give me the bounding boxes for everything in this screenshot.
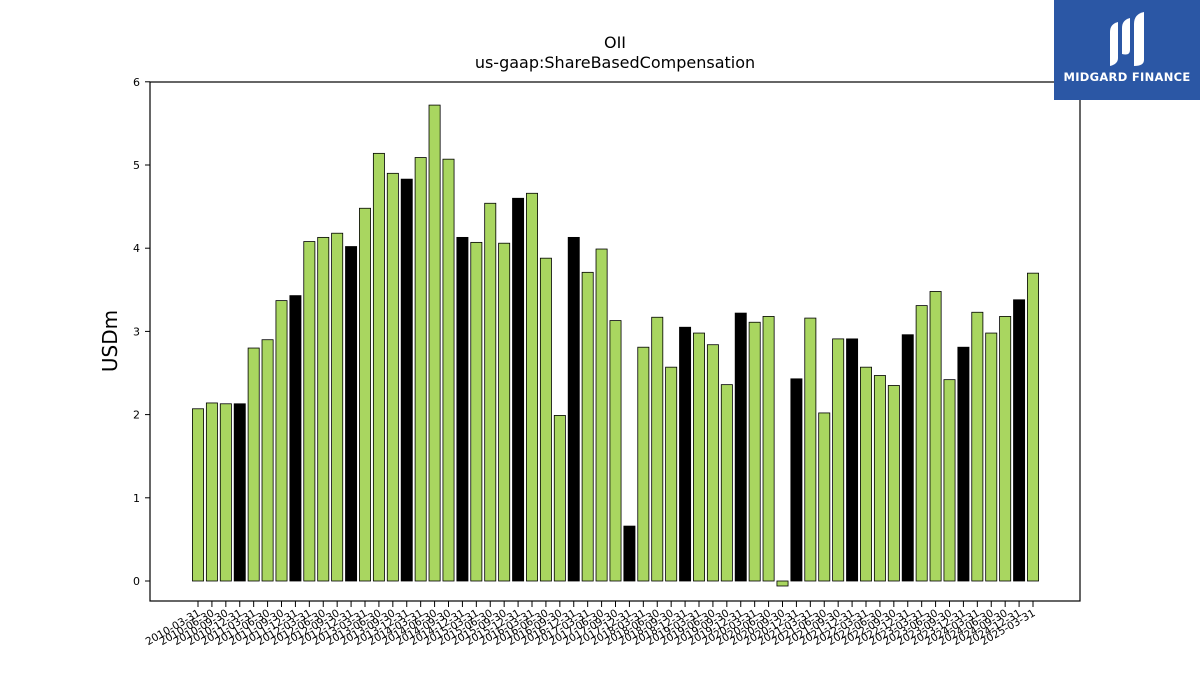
bar xyxy=(470,241,483,582)
bar xyxy=(623,525,636,582)
bar xyxy=(553,415,566,582)
logo-text: MIDGARD FINANCE xyxy=(1063,70,1191,84)
y-tick-label: 0 xyxy=(133,575,140,588)
bar xyxy=(498,242,511,582)
bar xyxy=(219,403,232,582)
bar xyxy=(915,305,928,582)
bar xyxy=(456,236,469,582)
bar xyxy=(860,366,872,582)
y-tick-label: 3 xyxy=(133,325,140,338)
bar xyxy=(359,207,371,582)
bar xyxy=(303,241,316,582)
bar xyxy=(345,246,358,582)
bar xyxy=(665,366,678,582)
bar xyxy=(261,339,274,582)
bar xyxy=(595,248,608,582)
bar xyxy=(887,385,900,582)
brand-logo: MIDGARD FINANCE xyxy=(1054,0,1200,100)
bar xyxy=(442,158,455,582)
bar xyxy=(832,338,845,582)
bar xyxy=(275,300,288,582)
chart-subtitle: us-gaap:ShareBasedCompensation xyxy=(475,53,755,72)
bar xyxy=(901,334,914,582)
y-tick-label: 1 xyxy=(133,492,140,505)
bar xyxy=(331,232,344,582)
bar xyxy=(943,379,956,582)
bar xyxy=(609,320,622,582)
bar xyxy=(247,347,260,582)
logo-mark-icon xyxy=(1110,12,1144,66)
bar xyxy=(372,152,385,582)
bar xyxy=(846,338,859,582)
bar xyxy=(317,236,330,582)
bar xyxy=(637,346,650,582)
bar xyxy=(957,346,970,582)
bar xyxy=(400,178,413,582)
bar xyxy=(679,326,692,582)
bar xyxy=(971,311,984,582)
bar xyxy=(414,157,427,582)
y-axis-label: USDm xyxy=(98,310,122,372)
bar xyxy=(539,257,552,582)
bar xyxy=(720,384,733,582)
bar xyxy=(776,580,789,587)
bar xyxy=(706,344,719,582)
bar xyxy=(484,202,497,582)
bar xyxy=(567,236,580,582)
bar xyxy=(873,375,886,582)
y-tick-label: 5 xyxy=(133,159,140,172)
bar xyxy=(804,317,817,582)
bar xyxy=(512,197,525,582)
bar xyxy=(233,403,246,582)
bar xyxy=(818,412,831,582)
y-tick-label: 2 xyxy=(133,409,140,422)
bar xyxy=(734,312,747,582)
bar xyxy=(651,316,664,582)
bar xyxy=(985,332,998,582)
bar xyxy=(526,192,538,582)
y-tick-label: 4 xyxy=(133,242,140,255)
bar xyxy=(581,271,594,582)
bar xyxy=(748,321,761,582)
y-tick-label: 6 xyxy=(133,76,140,89)
bar xyxy=(1013,299,1026,582)
bar xyxy=(999,316,1012,582)
chart-title: OII xyxy=(604,33,626,52)
plot-area: 01234562010-03-312010-06-302010-09-30201… xyxy=(133,76,1081,648)
bar xyxy=(428,104,441,582)
bar xyxy=(790,378,803,582)
bar xyxy=(289,295,302,582)
bar xyxy=(192,408,204,582)
bar xyxy=(762,316,775,582)
bar xyxy=(693,332,705,582)
bar xyxy=(205,402,218,582)
bar xyxy=(1027,272,1039,582)
bar xyxy=(929,291,942,582)
bar xyxy=(386,172,399,582)
